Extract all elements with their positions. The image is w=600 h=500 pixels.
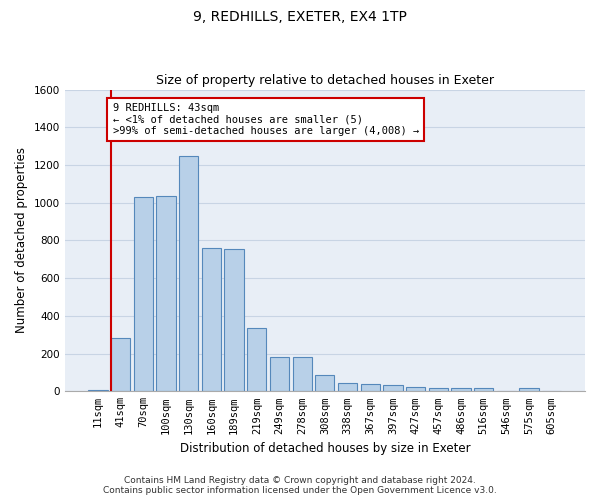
Bar [474, 388, 493, 392]
Bar [224, 249, 244, 392]
Bar [428, 388, 448, 392]
Bar [383, 384, 403, 392]
Bar [157, 196, 176, 392]
Text: 9 REDHILLS: 43sqm
← <1% of detached houses are smaller (5)
>99% of semi-detached: 9 REDHILLS: 43sqm ← <1% of detached hous… [113, 103, 419, 136]
Text: 9, REDHILLS, EXETER, EX4 1TP: 9, REDHILLS, EXETER, EX4 1TP [193, 10, 407, 24]
Bar [361, 384, 380, 392]
Bar [520, 388, 539, 392]
X-axis label: Distribution of detached houses by size in Exeter: Distribution of detached houses by size … [179, 442, 470, 455]
Bar [315, 376, 334, 392]
Bar [179, 156, 199, 392]
Bar [111, 338, 130, 392]
Text: Contains HM Land Registry data © Crown copyright and database right 2024.
Contai: Contains HM Land Registry data © Crown c… [103, 476, 497, 495]
Bar [247, 328, 266, 392]
Bar [406, 386, 425, 392]
Bar [338, 383, 357, 392]
Bar [88, 390, 107, 392]
Bar [202, 248, 221, 392]
Bar [134, 197, 153, 392]
Title: Size of property relative to detached houses in Exeter: Size of property relative to detached ho… [156, 74, 494, 87]
Bar [451, 388, 470, 392]
Bar [293, 358, 312, 392]
Bar [270, 358, 289, 392]
Y-axis label: Number of detached properties: Number of detached properties [15, 148, 28, 334]
